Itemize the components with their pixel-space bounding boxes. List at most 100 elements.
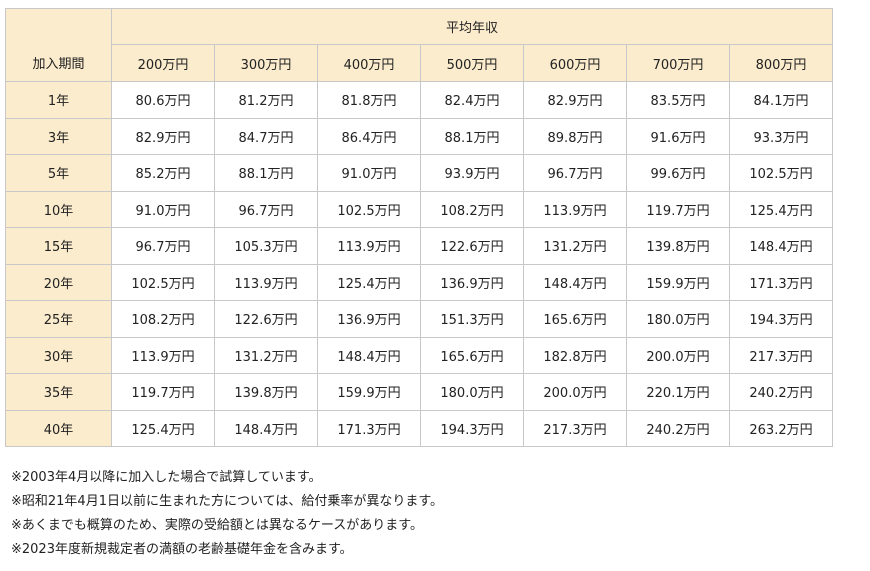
- table-cell-amount: 171.3万円: [729, 263, 833, 301]
- table-body: 1年 80.6万円 81.2万円 81.8万円 82.4万円 82.9万円 83.5万円 84…: [5, 81, 833, 447]
- table-cell-amount: 200.0万円: [626, 336, 730, 374]
- row-header-period: 40年: [5, 409, 112, 447]
- table-cell-amount: 99.6万円: [626, 154, 730, 192]
- footnote: ※2003年4月以降に加入した場合で試算しています。: [11, 470, 322, 485]
- table-cell-amount: 159.9万円: [317, 373, 421, 411]
- row-header-period: 10年: [5, 190, 112, 228]
- table-cell-amount: 263.2万円: [729, 409, 833, 447]
- table-cell-amount: 113.9万円: [317, 227, 421, 265]
- table-cell-amount: 93.9万円: [420, 154, 524, 192]
- table-cell-amount: 125.4万円: [729, 190, 833, 228]
- table-cell-amount: 102.5万円: [111, 263, 215, 301]
- table-row: 25年 108.2万円 122.6万円 136.9万円 151.3万円 165.6万円 18…: [5, 300, 833, 338]
- footnote: ※2023年度新規裁定者の満額の老齢基礎年金を含みます。: [11, 542, 353, 557]
- table-cell-amount: 119.7万円: [111, 373, 215, 411]
- table-cell-amount: 84.7万円: [214, 117, 318, 155]
- table-cell-amount: 85.2万円: [111, 154, 215, 192]
- table-cell-amount: 91.0万円: [317, 154, 421, 192]
- table-cell-amount: 83.5万円: [626, 81, 730, 119]
- column-header-income: 800万円: [729, 44, 833, 82]
- table-cell-amount: 81.2万円: [214, 81, 318, 119]
- header-row-income: 200万円 300万円 400万円 500万円 600万円 700万円 800万…: [6, 44, 833, 82]
- table-cell-amount: 113.9万円: [111, 336, 215, 374]
- table-cell-amount: 119.7万円: [626, 190, 730, 228]
- table-cell-amount: 151.3万円: [420, 300, 524, 338]
- pension-table: 加入期間 平均年収 200万円 300万円 400万円 500万円 600万円 …: [5, 8, 833, 447]
- table-cell-amount: 139.8万円: [626, 227, 730, 265]
- table-cell-amount: 139.8万円: [214, 373, 318, 411]
- table-cell-amount: 240.2万円: [626, 409, 730, 447]
- table-cell-amount: 108.2万円: [420, 190, 524, 228]
- footnote: ※昭和21年4月1日以前に生まれた方については、給付乗率が異なります。: [11, 494, 444, 509]
- table-cell-amount: 125.4万円: [317, 263, 421, 301]
- row-header-period: 1年: [5, 81, 112, 119]
- column-header-income: 300万円: [214, 44, 318, 82]
- table-cell-amount: 131.2万円: [214, 336, 318, 374]
- table-cell-amount: 148.4万円: [317, 336, 421, 374]
- table-cell-amount: 148.4万円: [523, 263, 627, 301]
- table-cell-amount: 217.3万円: [729, 336, 833, 374]
- table-cell-amount: 122.6万円: [420, 227, 524, 265]
- footnotes: ※2003年4月以降に加入した場合で試算しています。 ※昭和21年4月1日以前に…: [11, 466, 443, 562]
- table-cell-amount: 80.6万円: [111, 81, 215, 119]
- footnote: ※あくまでも概算のため、実際の受給額とは異なるケースがあります。: [11, 518, 423, 533]
- table-cell-amount: 220.1万円: [626, 373, 730, 411]
- table-cell-amount: 180.0万円: [420, 373, 524, 411]
- table-row: 3年 82.9万円 84.7万円 86.4万円 88.1万円 89.8万円 91.6万円 93…: [5, 117, 833, 155]
- table-row: 1年 80.6万円 81.2万円 81.8万円 82.4万円 82.9万円 83.5万円 84…: [5, 81, 833, 119]
- row-header-period: 15年: [5, 227, 112, 265]
- table-cell-amount: 194.3万円: [420, 409, 524, 447]
- table-cell-amount: 159.9万円: [626, 263, 730, 301]
- table-cell-amount: 113.9万円: [214, 263, 318, 301]
- table-cell-amount: 91.6万円: [626, 117, 730, 155]
- table-cell-amount: 165.6万円: [420, 336, 524, 374]
- table-cell-amount: 88.1万円: [214, 154, 318, 192]
- row-header-period: 30年: [5, 336, 112, 374]
- table-cell-amount: 102.5万円: [729, 154, 833, 192]
- table-cell-amount: 84.1万円: [729, 81, 833, 119]
- table-cell-amount: 86.4万円: [317, 117, 421, 155]
- table-row: 15年 96.7万円 105.3万円 113.9万円 122.6万円 131.2万円 139…: [5, 227, 833, 265]
- table-cell-amount: 125.4万円: [111, 409, 215, 447]
- column-header-income: 400万円: [317, 44, 421, 82]
- table-cell-amount: 81.8万円: [317, 81, 421, 119]
- row-header-period: 35年: [5, 373, 112, 411]
- table-cell-amount: 217.3万円: [523, 409, 627, 447]
- column-header-income: 500万円: [420, 44, 524, 82]
- group-header-annual-income: 平均年収: [111, 8, 833, 45]
- row-header-period: 3年: [5, 117, 112, 155]
- table-cell-amount: 88.1万円: [420, 117, 524, 155]
- row-header-period: 25年: [5, 300, 112, 338]
- table-cell-amount: 91.0万円: [111, 190, 215, 228]
- table-cell-amount: 105.3万円: [214, 227, 318, 265]
- table-row: 40年 125.4万円 148.4万円 171.3万円 194.3万円 217.3万円 24…: [5, 409, 833, 447]
- table-cell-amount: 82.9万円: [523, 81, 627, 119]
- table-cell-amount: 165.6万円: [523, 300, 627, 338]
- table-row: 30年 113.9万円 131.2万円 148.4万円 165.6万円 182.8万円 20…: [5, 336, 833, 374]
- column-header-income: 200万円: [111, 44, 215, 82]
- table-cell-amount: 108.2万円: [111, 300, 215, 338]
- table-cell-amount: 171.3万円: [317, 409, 421, 447]
- column-header-income: 600万円: [523, 44, 627, 82]
- table-cell-amount: 122.6万円: [214, 300, 318, 338]
- corner-header-period: 加入期間: [5, 8, 112, 82]
- table-cell-amount: 113.9万円: [523, 190, 627, 228]
- table-row: 5年 85.2万円 88.1万円 91.0万円 93.9万円 96.7万円 99.6万円 10…: [5, 154, 833, 192]
- table-cell-amount: 180.0万円: [626, 300, 730, 338]
- table-row: 20年 102.5万円 113.9万円 125.4万円 136.9万円 148.4万円 15…: [5, 263, 833, 301]
- table-cell-amount: 194.3万円: [729, 300, 833, 338]
- table-cell-amount: 96.7万円: [214, 190, 318, 228]
- table-cell-amount: 89.8万円: [523, 117, 627, 155]
- table-cell-amount: 136.9万円: [420, 263, 524, 301]
- table-row: 10年 91.0万円 96.7万円 102.5万円 108.2万円 113.9万円 119.…: [5, 190, 833, 228]
- table-cell-amount: 82.9万円: [111, 117, 215, 155]
- table-cell-amount: 182.8万円: [523, 336, 627, 374]
- table-cell-amount: 148.4万円: [214, 409, 318, 447]
- table-row: 35年 119.7万円 139.8万円 159.9万円 180.0万円 200.0万円 22…: [5, 373, 833, 411]
- table-cell-amount: 102.5万円: [317, 190, 421, 228]
- row-header-period: 5年: [5, 154, 112, 192]
- header-row-group: 加入期間 平均年収: [5, 8, 833, 82]
- table-cell-amount: 136.9万円: [317, 300, 421, 338]
- table-cell-amount: 131.2万円: [523, 227, 627, 265]
- table-cell-amount: 96.7万円: [523, 154, 627, 192]
